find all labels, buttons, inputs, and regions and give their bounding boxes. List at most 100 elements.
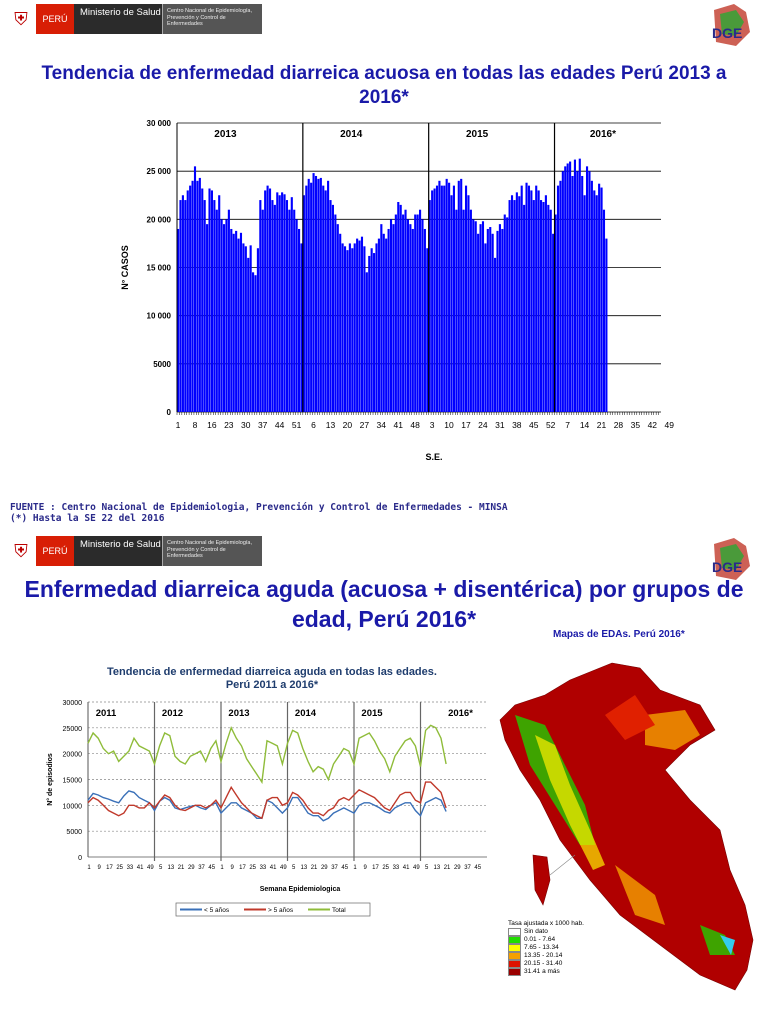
legend-swatch bbox=[508, 967, 521, 976]
bar bbox=[464, 185, 468, 412]
bar bbox=[179, 200, 182, 412]
legend-box bbox=[175, 902, 371, 917]
bar bbox=[544, 195, 547, 412]
bar bbox=[193, 166, 197, 412]
bar bbox=[535, 185, 538, 412]
bar bbox=[232, 233, 235, 412]
bar bbox=[602, 209, 606, 412]
bar bbox=[423, 228, 426, 412]
bar bbox=[433, 188, 436, 412]
center-label: Centro Nacional de Epidemiología, Preven… bbox=[162, 536, 262, 566]
bar bbox=[327, 180, 330, 412]
bar bbox=[222, 224, 226, 412]
svg-text:DGE: DGE bbox=[712, 559, 742, 575]
bar bbox=[184, 200, 187, 412]
bar bbox=[443, 185, 446, 412]
bar bbox=[590, 180, 593, 412]
x-tick-label: 17 bbox=[461, 420, 471, 430]
legend-item: Sin dato bbox=[508, 927, 584, 936]
bar bbox=[249, 245, 252, 412]
x-tick-label: 37 bbox=[331, 865, 338, 871]
bar bbox=[414, 214, 417, 412]
y-tick-label: 10 000 bbox=[147, 312, 172, 321]
svg-text:DGE: DGE bbox=[712, 25, 742, 41]
year-label: 2015 bbox=[361, 708, 383, 719]
y-tick-label: 20 000 bbox=[147, 215, 172, 224]
year-label: 2016* bbox=[448, 708, 473, 719]
bar bbox=[503, 214, 506, 412]
series-line-5aos bbox=[87, 781, 447, 820]
x-tick-label: 48 bbox=[410, 420, 420, 430]
x-tick-label: 44 bbox=[275, 420, 285, 430]
x-tick-label: 33 bbox=[393, 865, 400, 871]
bar bbox=[324, 190, 327, 412]
bar bbox=[206, 224, 209, 412]
legend-item: 31.41 a más bbox=[508, 967, 584, 976]
legend-label: 0.01 - 7.64 bbox=[524, 935, 556, 943]
callao-inset bbox=[532, 854, 551, 906]
x-tick-label: 49 bbox=[665, 420, 675, 430]
bar bbox=[542, 201, 545, 412]
bar bbox=[215, 209, 218, 412]
bar bbox=[477, 233, 480, 412]
bar bbox=[341, 243, 344, 412]
x-tick-label: 45 bbox=[341, 865, 348, 871]
bar bbox=[353, 243, 356, 412]
x-tick-label: 24 bbox=[478, 420, 488, 430]
legend-title: Tasa ajustada x 1000 hab. bbox=[508, 920, 584, 927]
x-tick-label: 9 bbox=[364, 865, 368, 871]
bar bbox=[540, 200, 543, 412]
bar bbox=[264, 190, 267, 412]
x-tick-label: 21 bbox=[311, 865, 318, 871]
x-tick-label: 13 bbox=[434, 865, 441, 871]
dge-logo: DGE bbox=[706, 536, 754, 582]
x-tick-label: 38 bbox=[512, 420, 522, 430]
bar bbox=[244, 246, 247, 412]
footnote: (*) Hasta la SE 22 del 2016 bbox=[10, 513, 165, 524]
bar bbox=[177, 228, 180, 412]
bar bbox=[259, 200, 262, 412]
legend-label: 20.15 - 31.40 bbox=[524, 959, 563, 967]
x-tick-label: 49 bbox=[147, 865, 154, 871]
bar bbox=[448, 182, 451, 412]
x-tick-label: 29 bbox=[188, 865, 195, 871]
bar bbox=[237, 238, 240, 412]
bar bbox=[220, 219, 223, 412]
x-tick-label: 41 bbox=[403, 865, 410, 871]
bar bbox=[268, 188, 272, 412]
bar bbox=[319, 177, 322, 412]
bar bbox=[198, 177, 201, 412]
bar bbox=[242, 243, 245, 412]
bar bbox=[566, 163, 569, 412]
bar bbox=[314, 175, 318, 412]
y-tick-label: 5000 bbox=[66, 829, 82, 836]
bar bbox=[276, 192, 279, 412]
legend-item: 7.65 - 13.34 bbox=[508, 943, 584, 952]
bar bbox=[375, 243, 378, 412]
year-label: 2013 bbox=[228, 708, 249, 719]
x-tick-label: 52 bbox=[546, 420, 556, 430]
bar bbox=[455, 209, 458, 412]
legend-label: 13.35 - 20.14 bbox=[524, 951, 563, 959]
chart-title: Perú 2011 a 2016* bbox=[226, 679, 319, 691]
bar bbox=[571, 175, 574, 412]
bar bbox=[450, 195, 453, 412]
x-tick-label: 35 bbox=[631, 420, 641, 430]
bar bbox=[278, 195, 281, 412]
y-tick-label: 30 000 bbox=[147, 119, 172, 128]
x-tick-label: 1 bbox=[176, 420, 181, 430]
bar bbox=[513, 200, 516, 412]
bar bbox=[438, 180, 441, 412]
x-tick-label: 41 bbox=[137, 865, 144, 871]
bar bbox=[585, 166, 589, 412]
line-chart-2011-2016: Tendencia de enfermedad diarreica aguda … bbox=[46, 666, 487, 917]
x-tick-label: 42 bbox=[648, 420, 658, 430]
bar bbox=[266, 185, 269, 412]
bar bbox=[501, 228, 504, 412]
x-tick-label: 16 bbox=[207, 420, 217, 430]
bar bbox=[537, 190, 540, 412]
bar bbox=[578, 158, 581, 412]
bar bbox=[484, 243, 487, 412]
bar bbox=[317, 178, 320, 412]
